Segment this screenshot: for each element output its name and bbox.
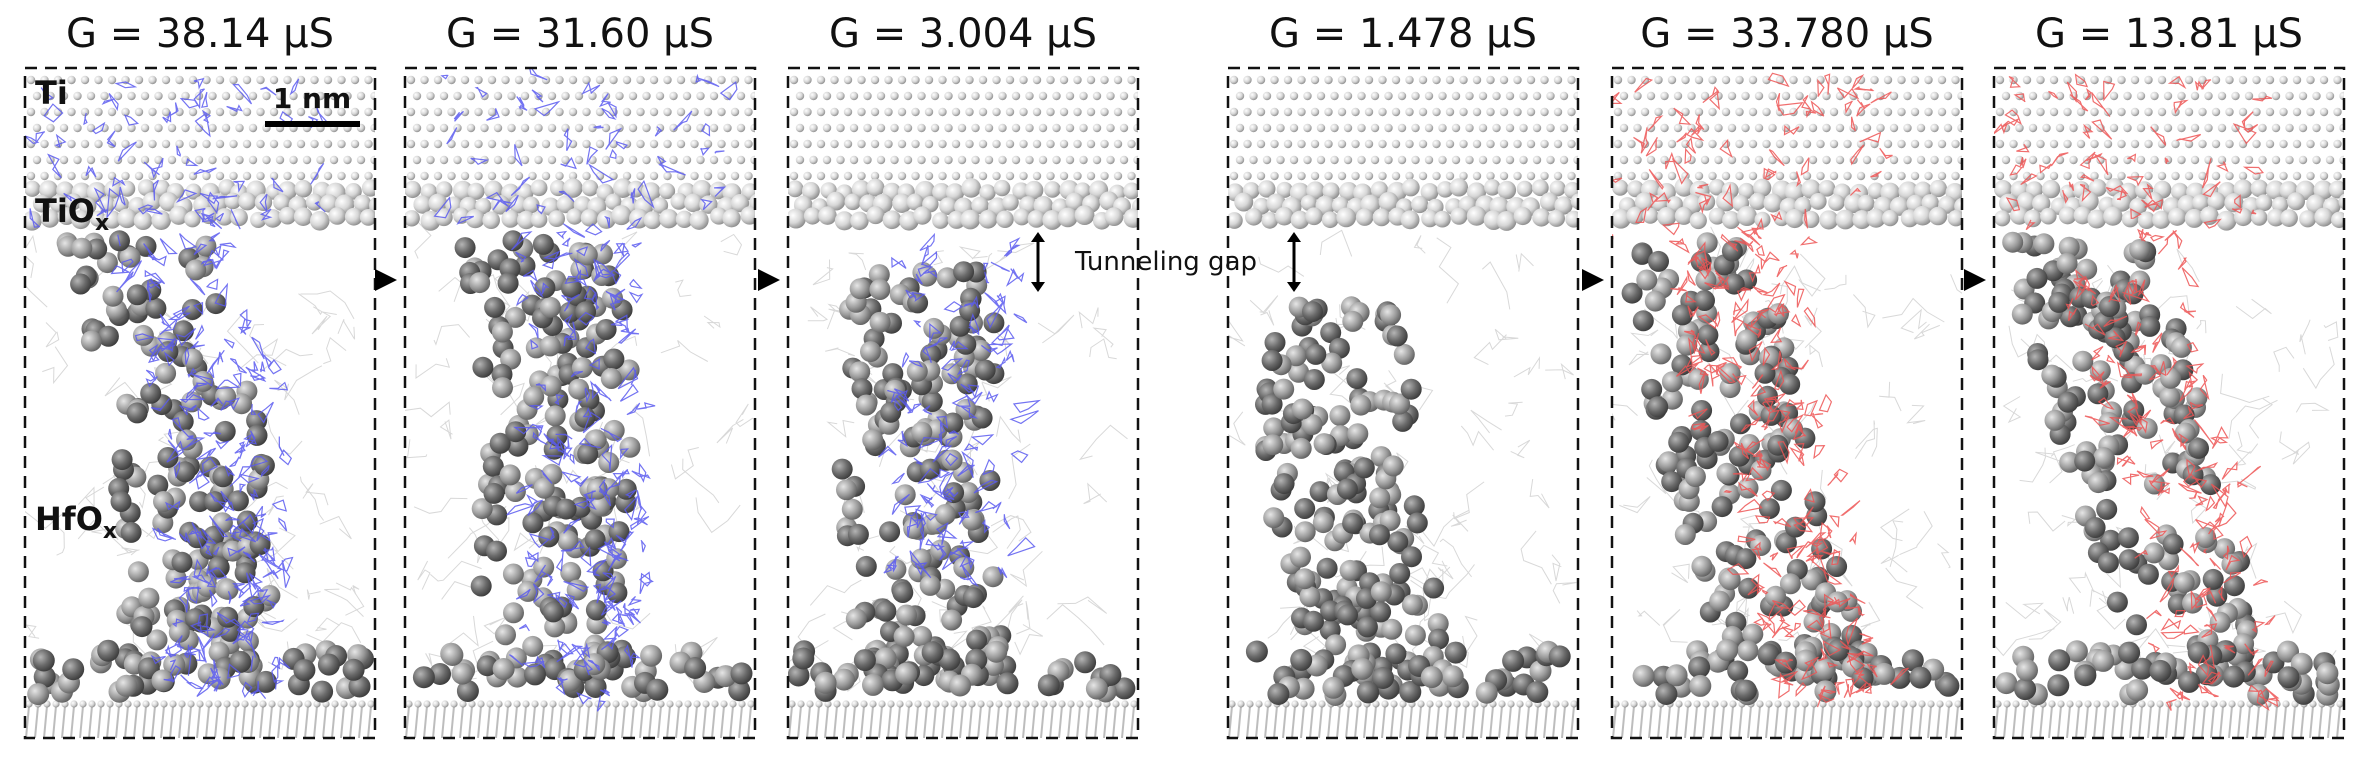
vacancy-filament	[27, 230, 374, 706]
scale-bar: 1 nm	[265, 82, 360, 127]
panel-frame	[403, 66, 757, 740]
transition-arrow-2	[758, 269, 780, 291]
panel-2-conductance: G = 31.60 µS	[445, 11, 714, 57]
transition-arrow-3	[1582, 269, 1604, 291]
charge-density-mesh	[433, 68, 738, 712]
vacancy-filament	[412, 230, 753, 703]
panel-1-conductance: G = 38.14 µS	[65, 11, 334, 57]
vacancy-filament	[1245, 296, 1571, 706]
charge-density-mesh	[1994, 73, 2280, 711]
panel-3-conductance: G = 3.004 µS	[828, 11, 1097, 57]
ti-electrode	[789, 75, 1138, 181]
bottom-electrode	[1228, 700, 1578, 738]
gap-arrow-left	[1031, 232, 1045, 292]
panel-2	[403, 66, 757, 740]
panel-frame	[1226, 66, 1580, 740]
transition-arrow-4	[1964, 269, 1986, 291]
ti-label: Ti	[35, 74, 68, 112]
gap-arrow-right	[1287, 232, 1301, 292]
bottom-electrode	[25, 700, 375, 738]
tunneling-gap-label: Tunneling gap	[1074, 247, 1257, 277]
ti-electrode	[406, 75, 755, 181]
panel-3	[786, 66, 1140, 740]
vacancy-filament	[1621, 232, 1960, 706]
panel-6	[1992, 66, 2346, 740]
vacancy-filament	[788, 261, 1136, 703]
panel-5	[1610, 66, 1964, 740]
panel-4	[1226, 66, 1580, 740]
tiox-interface	[25, 179, 375, 231]
tiox-interface	[788, 178, 1138, 231]
panel-frame	[1992, 66, 2346, 740]
ti-electrode	[1995, 75, 2344, 181]
hfox-label: HfOx	[35, 500, 117, 544]
panel-6-conductance: G = 13.81 µS	[2034, 11, 2303, 57]
charge-density-mesh	[1612, 72, 1909, 708]
panel-frame	[786, 66, 1140, 740]
bottom-electrode	[405, 700, 755, 738]
panel-1	[23, 66, 377, 740]
charge-density-mesh	[878, 232, 1042, 587]
tiox-interface	[1994, 178, 2344, 231]
tiox-interface	[1228, 178, 1578, 231]
ti-electrode	[1229, 75, 1578, 181]
bottom-electrode	[1612, 700, 1962, 738]
panel-5-conductance: G = 33.780 µS	[1640, 11, 1934, 57]
scale-bar-label: 1 nm	[273, 82, 351, 115]
panel-4-conductance: G = 1.478 µS	[1268, 11, 1537, 57]
bottom-electrode	[788, 700, 1138, 738]
tiox-interface	[1612, 177, 1962, 230]
panel-frame	[23, 66, 377, 740]
bottom-electrode	[1994, 700, 2344, 738]
ti-electrode	[1613, 75, 1962, 181]
charge-density-mesh	[25, 77, 329, 699]
panel-frame	[1610, 66, 1964, 740]
transition-arrow-1	[375, 269, 397, 291]
